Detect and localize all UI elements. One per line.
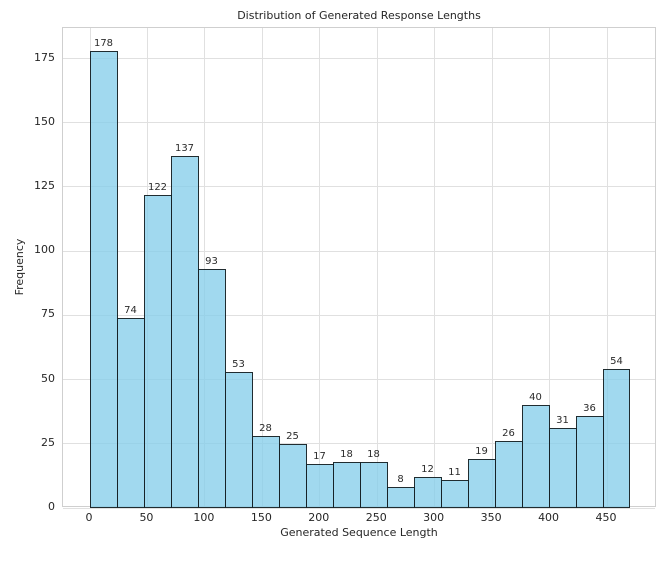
bar-value-label: 122	[147, 181, 168, 193]
gridline-vertical	[491, 28, 493, 506]
x-tick-label: 100	[193, 511, 215, 524]
x-tick-label: 400	[538, 511, 560, 524]
histogram-bar	[171, 156, 199, 508]
plot-area: 178 74 122 137 93 53 28 25 17 18 18 8 12 11 19 26 40 31 36…	[62, 27, 656, 509]
gridline-vertical	[606, 28, 608, 506]
gridline-horizontal	[63, 314, 655, 316]
chart-title: Distribution of Generated Response Lengt…	[237, 9, 481, 22]
x-axis-label: Generated Sequence Length	[280, 526, 438, 539]
gridline-vertical	[319, 28, 321, 506]
gridline-horizontal	[63, 186, 655, 188]
bar-value-label: 12	[421, 464, 434, 476]
y-tick-label: 75	[41, 307, 55, 321]
bar-value-label: 74	[124, 304, 137, 316]
x-tick-label: 150	[250, 511, 272, 524]
histogram-bar	[225, 371, 253, 508]
y-tick-label: 0	[48, 500, 55, 513]
y-tick-label: 100	[34, 243, 55, 257]
bar-value-label: 178	[93, 37, 114, 49]
x-tick-label: 300	[423, 511, 445, 524]
x-tick-label: 0	[85, 511, 93, 524]
bar-value-label: 18	[367, 448, 380, 460]
bar-value-label: 40	[529, 392, 542, 404]
x-tick-label: 200	[308, 511, 330, 524]
gridline-vertical	[261, 28, 263, 506]
bar-value-label: 137	[174, 143, 195, 155]
histogram-bar	[576, 415, 604, 508]
gridline-horizontal	[63, 507, 655, 509]
bar-value-label: 93	[205, 256, 218, 268]
x-tick-label: 250	[365, 511, 387, 524]
histogram-bar	[198, 269, 226, 508]
bar-value-label: 18	[340, 448, 353, 460]
y-tick-label: 150	[34, 114, 55, 128]
histogram-bar	[468, 459, 496, 508]
histogram-bar	[387, 487, 415, 508]
histogram-bar	[117, 317, 145, 508]
histogram-bar	[603, 369, 630, 508]
histogram-bar	[279, 443, 307, 508]
bar-value-label: 36	[583, 402, 596, 414]
bar-value-label: 11	[448, 466, 461, 478]
bar-value-label: 28	[259, 423, 272, 435]
x-tick-label: 350	[480, 511, 502, 524]
gridline-vertical	[204, 28, 206, 506]
histogram-bar	[522, 405, 550, 508]
bar-value-label: 54	[610, 356, 623, 368]
bar-value-label: 19	[475, 446, 488, 458]
bar-value-label: 25	[286, 430, 299, 442]
gridline-horizontal	[63, 443, 655, 445]
y-tick-label: 125	[34, 178, 55, 192]
gridline-horizontal	[63, 250, 655, 252]
x-tick-label: 50	[139, 511, 154, 524]
gridline-vertical	[434, 28, 436, 506]
bar-value-label: 26	[502, 428, 515, 440]
histogram-bar	[144, 194, 172, 508]
histogram-bar	[414, 477, 442, 508]
x-tick-label: 450	[595, 511, 617, 524]
histogram-bar	[441, 479, 469, 508]
y-tick-label: 25	[41, 435, 55, 449]
y-tick-label: 50	[41, 371, 55, 385]
gridline-horizontal	[63, 58, 655, 60]
histogram-bar	[495, 441, 523, 508]
histogram-bar	[333, 461, 361, 508]
histogram-bar	[306, 464, 334, 508]
bar-value-label: 53	[232, 358, 245, 370]
y-tick-label: 175	[34, 50, 55, 64]
gridline-vertical	[549, 28, 551, 506]
histogram-bar	[549, 428, 577, 508]
histogram-bar	[360, 461, 388, 508]
bar-value-label: 8	[397, 474, 404, 486]
bar-value-label: 17	[313, 451, 326, 463]
bar-value-label: 31	[556, 415, 569, 427]
gridline-horizontal	[63, 379, 655, 381]
gridline-vertical	[376, 28, 378, 506]
histogram-bar	[90, 50, 118, 508]
gridline-horizontal	[63, 122, 655, 124]
histogram-bar	[252, 436, 280, 508]
